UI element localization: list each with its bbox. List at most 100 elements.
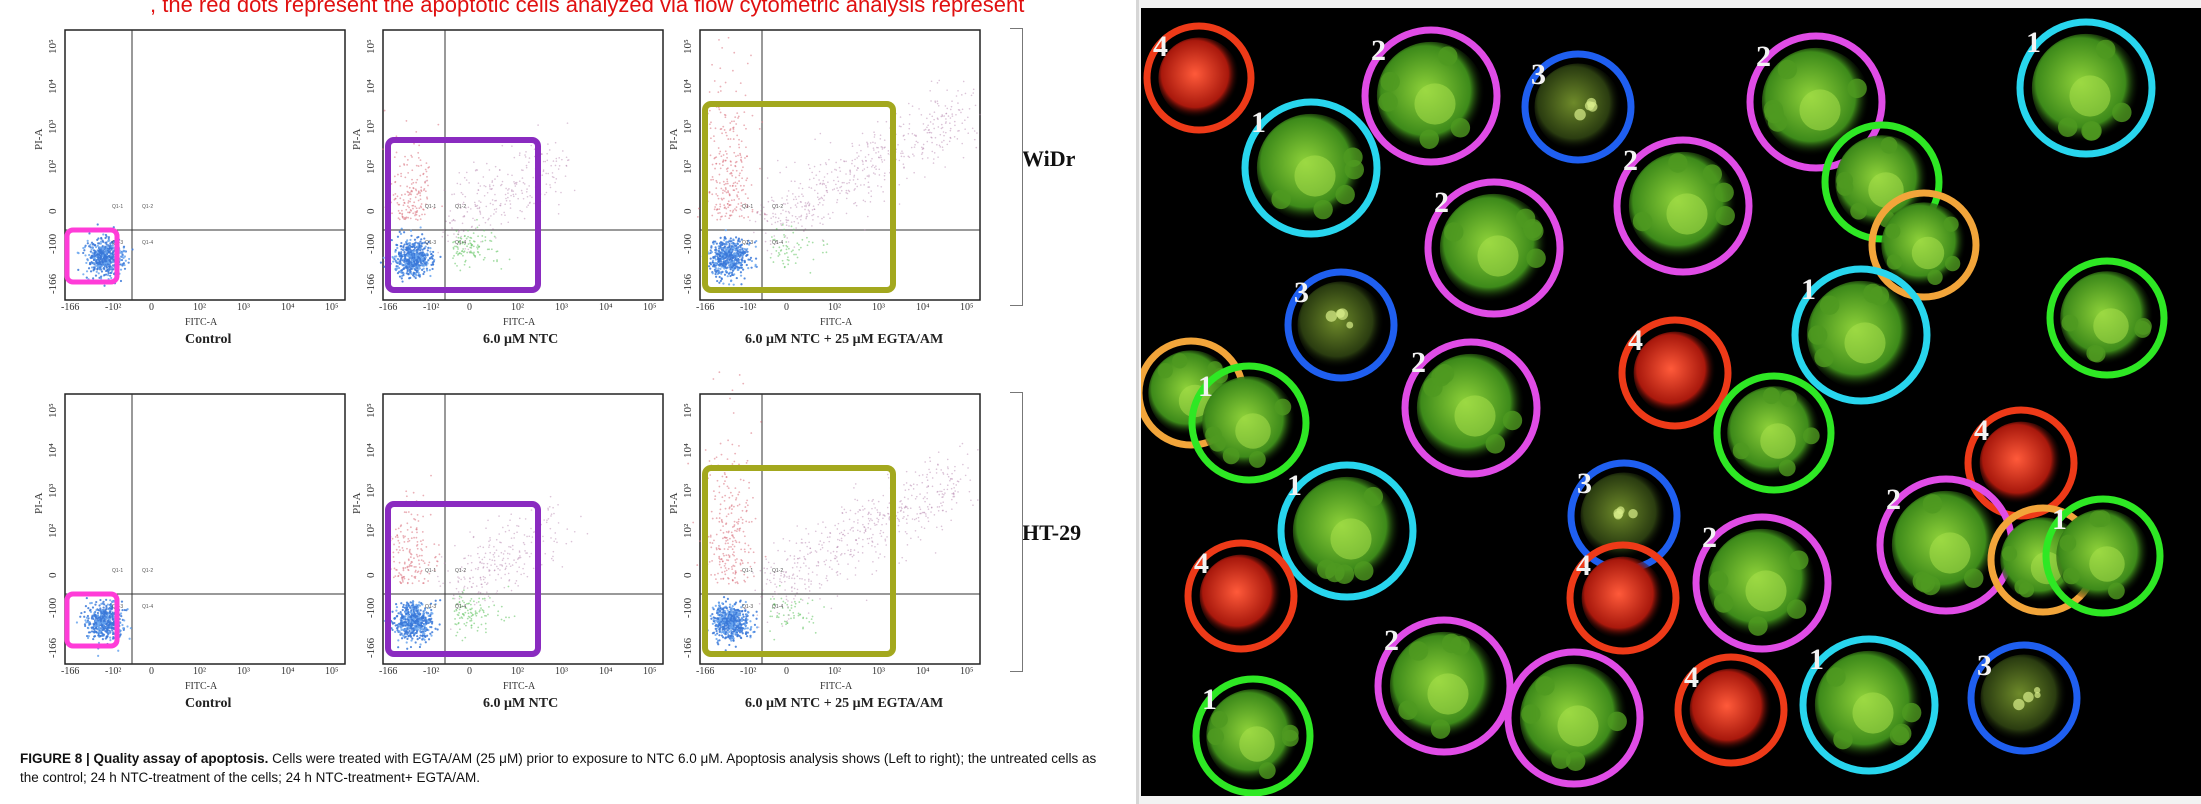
x-tick-label: 0 [784, 302, 789, 313]
ring-magenta [1692, 513, 1832, 653]
cell-red: 4 [1143, 22, 1255, 134]
cell-stage-label: 1 [1198, 370, 1213, 403]
y-tick-label: 10³ [47, 119, 59, 134]
x-tick-label: 10³ [872, 302, 885, 313]
x-axis-label: FITC-A [820, 681, 853, 692]
x-tick-label: 10⁵ [643, 302, 657, 313]
row-label-widr: WiDr [1022, 146, 1076, 171]
ring-orange [1868, 189, 1980, 301]
ring-magenta [1424, 178, 1564, 318]
y-tick-label: 10⁴ [47, 443, 59, 458]
y-tick-label: 10³ [47, 483, 59, 498]
x-tick-label: 0 [784, 666, 789, 677]
cell-stage-label: 2 [1756, 40, 1771, 73]
y-axis-label: PI-A [668, 128, 680, 150]
cell-stage-label: 1 [2052, 503, 2067, 536]
y-tick-label: 0 [365, 572, 377, 579]
cell-stage-label: 1 [2026, 26, 2041, 59]
ring-cyan [1277, 461, 1417, 601]
cell-stage-label: 2 [1702, 521, 1717, 554]
x-tick-label: -10² [105, 666, 122, 677]
x-tick-label: -10² [423, 302, 440, 313]
y-tick-label: -166 [47, 273, 59, 294]
x-tick-label: 10⁴ [281, 302, 295, 313]
cell-stage-label: 2 [1623, 144, 1638, 177]
x-tick-label: 10⁵ [960, 302, 974, 313]
x-tick-label: 10⁴ [599, 302, 613, 313]
x-axis-label: FITC-A [185, 681, 218, 692]
y-tick-label: 0 [47, 208, 59, 215]
y-tick-label: 10⁵ [47, 39, 59, 54]
flow-plot-canvas: Q1-1 Q1-2Q1-3 Q1-4 [64, 29, 346, 301]
cell-green: 2 [1424, 178, 1564, 318]
cell-stage-label: 1 [1801, 273, 1816, 306]
quadrant-tag: Q1-4 [455, 604, 466, 610]
flow-plot-widr-0: Q1-1 Q1-2 Q1-3 Q1-4 [64, 29, 346, 301]
row-bracket-widr [1010, 28, 1023, 306]
cell-green [1713, 372, 1835, 494]
cell-stage-label: 4 [1628, 324, 1643, 357]
ring-blue [1521, 50, 1635, 164]
x-axis-label: FITC-A [185, 317, 218, 328]
quadrant-tag: Q1-3 [742, 604, 753, 610]
x-tick-label: 10³ [555, 302, 568, 313]
ring-blue [1967, 641, 2081, 755]
quadrant-tag: Q1-4 [772, 604, 783, 610]
highlight-box [64, 227, 120, 285]
quadrant-tag: Q1-3 [425, 240, 436, 246]
ring-green [2042, 495, 2164, 617]
quadrant-tag: Q1-1 [112, 204, 123, 210]
x-tick-label: -10² [423, 666, 440, 677]
quadrant-tag: Q1-4 [142, 604, 153, 610]
cell-green: 1 [1277, 461, 1417, 601]
ring-cyan [1799, 635, 1939, 775]
x-tick-label: -166 [61, 302, 80, 313]
quadrant-tag: Q1-3 [425, 604, 436, 610]
ring-red [1143, 22, 1255, 134]
x-tick-label: 10³ [237, 302, 250, 313]
cell-green: 1 [1188, 362, 1310, 484]
cell-green: 2 [1401, 338, 1541, 478]
highlight-box [702, 465, 896, 657]
cell-green [2046, 257, 2168, 379]
quadrant-tag: Q1-1 [742, 568, 753, 574]
quadrant-tag: Q1-1 [425, 204, 436, 210]
cell-stage-label: 3 [1531, 58, 1546, 91]
y-tick-label: 10² [47, 159, 59, 174]
cell-green: 1 [1791, 265, 1931, 405]
cell-green: 1 [1799, 635, 1939, 775]
y-tick-label: 0 [682, 208, 694, 215]
x-tick-label: -166 [379, 302, 398, 313]
y-tick-label: 10⁵ [365, 403, 377, 418]
y-axis-label: PI-A [33, 128, 45, 150]
y-tick-label: 10² [47, 523, 59, 538]
x-tick-label: 10⁴ [599, 666, 613, 677]
cell-dark: 3 [1284, 268, 1398, 382]
y-tick-label: 10⁴ [365, 79, 377, 94]
flow-plot-ht29-0: Q1-1 Q1-2 Q1-3 Q1-4 [64, 393, 346, 665]
plot-title: Control [185, 332, 232, 347]
cell-stage-label: 1 [1287, 469, 1302, 502]
x-axis-label: FITC-A [503, 317, 536, 328]
cell-stage-label: 2 [1371, 34, 1386, 67]
x-tick-label: -166 [696, 666, 715, 677]
quadrant-tag: Q1-2 [142, 204, 153, 210]
cell-green [1504, 648, 1644, 788]
x-tick-label: -166 [696, 302, 715, 313]
cell-red: 4 [1566, 541, 1680, 655]
x-tick-label: -166 [61, 666, 80, 677]
cell-stage-label: 3 [1294, 276, 1309, 309]
flow-plot-canvas: Q1-1 Q1-2Q1-3 Q1-4 [696, 29, 981, 301]
x-tick-label: 10³ [872, 666, 885, 677]
cell-dark: 3 [1567, 459, 1681, 573]
ring-red [1184, 539, 1298, 653]
ring-red [1618, 316, 1732, 430]
x-tick-label: 10⁵ [325, 302, 339, 313]
quadrant-tag: Q1-2 [142, 568, 153, 574]
ring-blue [1284, 268, 1398, 382]
y-tick-label: 10³ [682, 483, 694, 498]
highlight-box [702, 101, 896, 293]
fluorescence-micrograph: 4 1 2 3 2 1 2 2 3 1 1 2 4 4 1 3 4 2 2 1 4 2 4 1 3 1 [1141, 8, 2201, 796]
y-tick-label: -100 [47, 233, 59, 254]
cell-stage-label: 3 [1577, 467, 1592, 500]
